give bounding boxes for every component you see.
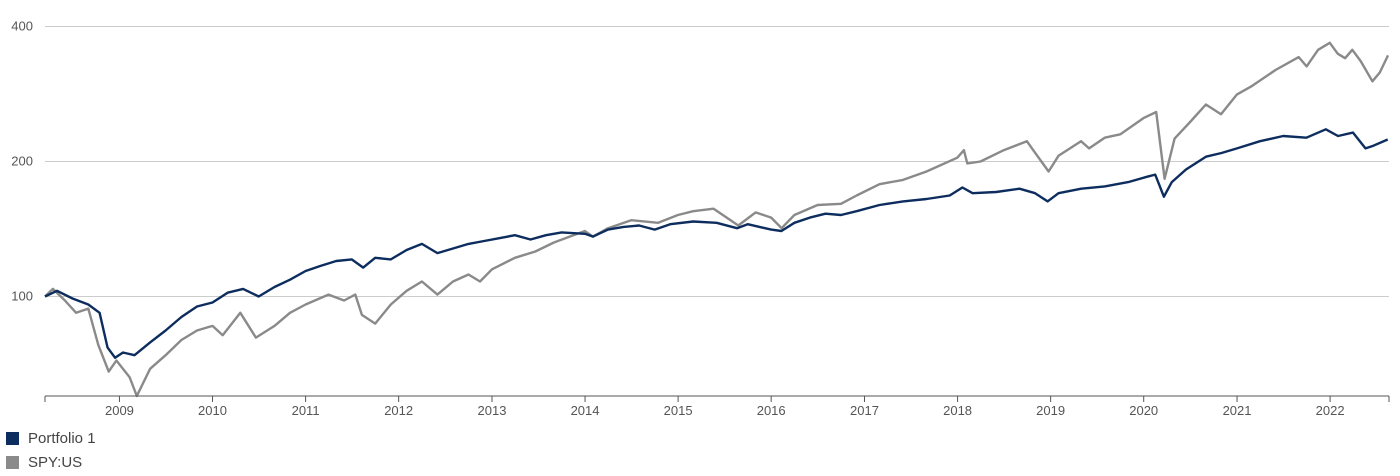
x-ticks: 2009 2010 2011 2012 2013 2014 2015 2016 2017 2018…: [44, 396, 1390, 418]
legend-label-portfolio-1: Portfolio 1: [28, 429, 96, 447]
legend-swatch-spy-us: [6, 455, 19, 469]
legend-label-spy-us: SPY:US: [28, 453, 83, 471]
y-tick-label-100: 100: [11, 289, 33, 304]
legend: Portfolio 1 SPY:US: [6, 426, 96, 474]
x-tick-label-2017: 2017: [850, 403, 879, 418]
x-tick-label-2012: 2012: [384, 403, 413, 418]
x-tick-label-2021: 2021: [1223, 403, 1252, 418]
x-tick-label-2009: 2009: [105, 403, 134, 418]
x-tick-label-2020: 2020: [1129, 403, 1158, 418]
x-tick-label-2016: 2016: [757, 403, 786, 418]
x-tick-label-2019: 2019: [1036, 403, 1065, 418]
y-tick-labels: 100 200 400: [11, 19, 33, 304]
legend-item-portfolio-1[interactable]: Portfolio 1: [6, 426, 96, 450]
legend-swatch-portfolio-1: [6, 431, 19, 445]
x-tick-label-2018: 2018: [943, 403, 972, 418]
x-tick-label-2010: 2010: [198, 403, 227, 418]
x-tick-label-2022: 2022: [1316, 403, 1345, 418]
legend-item-spy-us[interactable]: SPY:US: [6, 450, 96, 474]
series-line-portfolio-1[interactable]: [44, 128, 1389, 359]
series-line-spy-us[interactable]: [44, 41, 1390, 398]
x-tick-label-2015: 2015: [664, 403, 693, 418]
y-tick-label-400: 400: [11, 19, 33, 34]
x-tick-label-2013: 2013: [478, 403, 507, 418]
series-lines: [44, 41, 1390, 398]
x-tick-label-2011: 2011: [292, 403, 320, 418]
y-gridlines: [45, 26, 1389, 298]
x-tick-label-2014: 2014: [571, 403, 600, 418]
y-tick-label-200: 200: [11, 154, 33, 169]
